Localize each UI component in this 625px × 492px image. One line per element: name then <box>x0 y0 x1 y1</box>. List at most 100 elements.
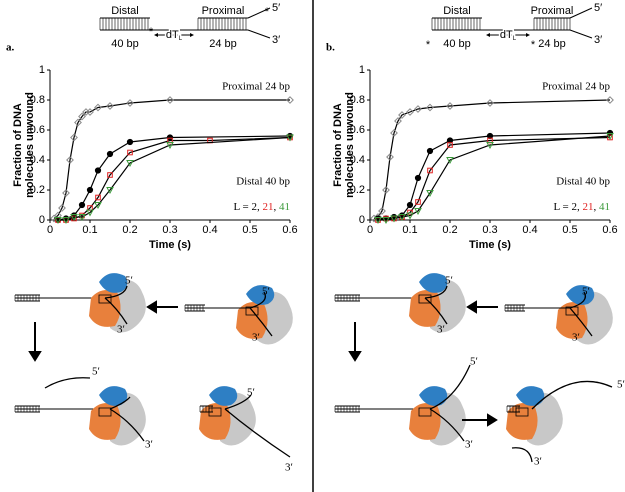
data-point <box>398 111 406 119</box>
data-point <box>486 142 494 150</box>
data-point <box>127 149 133 156</box>
protein-blue <box>566 285 595 305</box>
arrow <box>146 300 178 314</box>
legend-entry: 2 <box>252 201 258 213</box>
legend-entry: 21 <box>263 201 274 213</box>
strand <box>224 394 252 410</box>
data-point <box>66 156 74 164</box>
data-point <box>606 96 614 104</box>
y-tick-label: 0.4 <box>30 154 45 166</box>
strand <box>569 291 587 309</box>
protein-orange <box>236 302 268 339</box>
strand-label: 5′ <box>125 275 133 287</box>
y-axis-label: Fraction of DNA <box>12 103 24 187</box>
x-tick-label: 0.4 <box>202 224 217 236</box>
data-point <box>126 99 134 107</box>
y-tick-label: 0.8 <box>350 94 365 106</box>
series-label: Proximal 24 bp <box>222 81 290 93</box>
strand <box>569 307 593 337</box>
proximal-bp: 24 bp <box>538 38 566 50</box>
legend-entry: 2 <box>572 201 578 213</box>
strand-label: 3′ <box>145 439 153 451</box>
protein-blue <box>516 386 545 406</box>
legend-separator: , <box>577 201 583 213</box>
data-point <box>86 186 94 194</box>
data-point <box>446 157 454 165</box>
x-tick-label: 0.1 <box>402 224 417 236</box>
fit-curve <box>378 135 611 221</box>
data-point <box>414 105 422 113</box>
data-point <box>95 194 101 201</box>
y-axis-label: Fraction of DNA <box>332 103 344 187</box>
legend: L = 2, 21, 41 <box>553 201 610 213</box>
data-point <box>107 172 113 178</box>
data-point <box>414 174 422 182</box>
y-axis-label: molecules unwound <box>24 92 36 198</box>
strand <box>109 408 145 442</box>
x-tick-label: 0.1 <box>82 224 97 236</box>
protein-blue <box>99 386 128 406</box>
data-point <box>70 214 78 222</box>
strand <box>531 380 613 410</box>
y-tick-label: 0 <box>359 214 365 226</box>
data-point <box>286 134 294 142</box>
data-point <box>446 102 454 110</box>
proximal-label: Proximal <box>531 5 574 17</box>
data-point <box>382 217 390 225</box>
strand <box>224 408 291 458</box>
x-tick-label: 0.5 <box>242 224 257 236</box>
x-tick-label: 0.3 <box>482 224 497 236</box>
x-axis-label: Time (s) <box>149 239 191 251</box>
x-tick-label: 0.3 <box>162 224 177 236</box>
protein-orange <box>89 290 121 327</box>
strand-label: 3′ <box>534 456 542 468</box>
protein-blue <box>209 386 238 406</box>
data-point <box>94 202 102 210</box>
strand-label: 5′ <box>470 356 478 368</box>
spacer-sub: L <box>179 36 183 42</box>
strand <box>109 396 131 410</box>
five-prime: 5′ <box>594 2 602 14</box>
data-point <box>426 190 434 198</box>
protein-orange <box>89 403 121 440</box>
protein-blue <box>99 273 128 293</box>
data-point <box>86 108 94 116</box>
strand-label: 5′ <box>582 286 590 298</box>
data-point <box>394 117 402 125</box>
y-tick-label: 0.6 <box>30 124 45 136</box>
proximal-label: Proximal <box>202 5 245 17</box>
data-point <box>62 189 70 197</box>
strand-label: 3′ <box>572 332 580 344</box>
data-point <box>286 96 294 104</box>
spacer-label: dTL <box>500 29 517 42</box>
five-prime: 5′ <box>272 2 280 14</box>
label-marker: * <box>265 6 270 18</box>
data-point <box>166 96 174 104</box>
x-tick-label: 0.2 <box>442 224 457 236</box>
spacer-sub: L <box>513 36 517 42</box>
legend: L = 2, 21, 41 <box>233 201 290 213</box>
data-point <box>386 153 394 161</box>
strand <box>429 408 465 442</box>
fork <box>569 7 593 39</box>
arrow <box>348 322 362 362</box>
x-axis-label: Time (s) <box>469 239 511 251</box>
label-marker: * <box>531 39 536 51</box>
strand <box>104 285 128 299</box>
data-point <box>374 217 382 225</box>
strand-label: 3′ <box>285 462 293 474</box>
arrow <box>462 413 498 427</box>
annotation: Distal 40 bp <box>556 176 610 188</box>
legend-prefix: L = <box>553 201 571 213</box>
y-tick-label: 0.2 <box>30 184 45 196</box>
strand-label: 3′ <box>252 332 260 344</box>
protein-orange <box>409 290 441 327</box>
legend-entry: 41 <box>279 201 290 213</box>
protein-blue <box>419 273 448 293</box>
y-tick-label: 1 <box>39 64 45 76</box>
y-axis-label: molecules unwound <box>344 92 356 198</box>
data-point <box>62 217 70 225</box>
data-point <box>390 129 398 137</box>
data-point <box>486 99 494 107</box>
fit-curve <box>57 135 291 221</box>
